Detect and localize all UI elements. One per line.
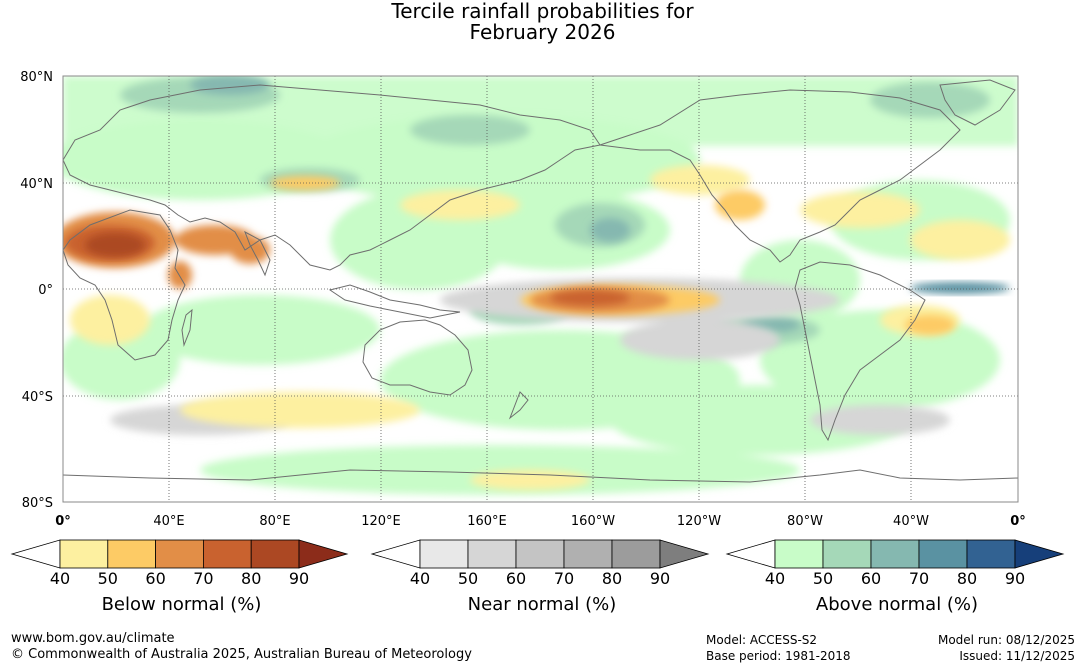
coastline-antarctica: [63, 469, 1018, 483]
legend-tick-label: 60: [861, 569, 881, 588]
coastline-australia: [362, 319, 473, 396]
footer-issued: Issued: 11/12/2025: [959, 649, 1075, 663]
latitude-label: 40°S: [22, 390, 53, 405]
legend-title: Below normal (%): [102, 594, 262, 615]
legend-color-box: [870, 539, 920, 569]
legend-tick-label: 60: [506, 569, 526, 588]
legend-color-box: [515, 539, 565, 569]
legend-min-triangle: [725, 539, 776, 569]
longitude-label: 40°E: [153, 514, 184, 529]
legend-max-triangle: [659, 539, 710, 569]
legend-tick-label: 90: [650, 569, 670, 588]
coastline-greenland: [939, 79, 1016, 126]
longitude-label: 120°E: [361, 514, 401, 529]
legend-color-box: [419, 539, 469, 569]
map-border: [62, 75, 1019, 503]
coastline-eurasia: [63, 84, 601, 271]
coastline-africa: [63, 209, 186, 361]
latitude-label: 80°S: [22, 496, 53, 511]
longitude-label: 160°W: [571, 514, 615, 529]
coastline-madagascar: [181, 308, 193, 347]
legend-tick-label: 50: [98, 569, 118, 588]
legend-tick-label: 50: [458, 569, 478, 588]
footer-base-period: Base period: 1981-2018: [706, 649, 851, 663]
legend-tick-label: 40: [410, 569, 430, 588]
latitude-label: 80°N: [20, 70, 53, 85]
probability-field: [63, 76, 1018, 495]
legend-tick-label: 60: [145, 569, 165, 588]
footer-url: www.bom.gov.au/climate: [11, 631, 175, 646]
latitude-labels: 80°N 40°N 0° 40°S 80°S: [20, 70, 53, 511]
legend-color-box: [59, 539, 109, 569]
longitude-label: 120°W: [677, 514, 721, 529]
latitude-label: 0°: [38, 283, 53, 298]
legend-3: 40 50 60 70 80 90 Above normal (%): [725, 539, 1065, 615]
legend-color-box: [966, 539, 1016, 569]
legend-color-box: [467, 539, 517, 569]
graticule: [63, 76, 1018, 502]
legend-max-triangle: [1014, 539, 1065, 569]
legend-min-triangle: [10, 539, 61, 569]
longitude-label: 40°W: [893, 514, 929, 529]
longitude-label: 160°E: [467, 514, 507, 529]
legend-color-box: [155, 539, 204, 569]
longitude-label: 80°E: [259, 514, 290, 529]
legend-tick-label: 40: [50, 569, 70, 588]
footer-model-run: Model run: 08/12/2025: [937, 633, 1075, 647]
coastline-south-america: [794, 261, 926, 442]
legend-tick-label: 90: [289, 569, 309, 588]
longitude-label: 80°W: [787, 514, 823, 529]
legend-color-box: [611, 539, 661, 569]
map-title-line-1: Tercile rainfall probabilities for: [391, 0, 694, 23]
coastline-indonesia: [328, 284, 461, 319]
legend-tick-label: 40: [765, 569, 785, 588]
longitude-labels: 0° 40°E 80°E 120°E 160°E 160°W 120°W 80°W 40°W 0°: [55, 514, 1026, 529]
coastline-north-america: [599, 89, 961, 263]
legend-tick-label: 80: [241, 569, 261, 588]
legend-tick-label: 90: [1005, 569, 1025, 588]
legend-tick-label: 70: [554, 569, 574, 588]
legend-tick-label: 70: [193, 569, 213, 588]
legend-title: Near normal (%): [468, 594, 617, 615]
map-title-line-2: February 2026: [469, 20, 616, 44]
legend-tick-label: 80: [602, 569, 622, 588]
longitude-label: 0°: [55, 514, 71, 529]
legend-color-box: [822, 539, 872, 569]
legend-color-box: [202, 539, 252, 569]
coastlines: [63, 79, 1018, 483]
footer-model: Model: ACCESS-S2: [706, 633, 818, 647]
legend-color-box: [250, 539, 300, 569]
latitude-label: 40°N: [20, 177, 53, 192]
legend-tick-label: 80: [957, 569, 977, 588]
coastline-new-zealand: [508, 391, 529, 420]
legend-title: Above normal (%): [816, 594, 978, 615]
legend-min-triangle: [370, 539, 421, 569]
legend-tick-label: 50: [813, 569, 833, 588]
legend-max-triangle: [298, 539, 349, 569]
legend-color-box: [107, 539, 157, 569]
legend-2: 40 50 60 70 80 90 Near normal (%): [370, 539, 710, 615]
legend-color-box: [774, 539, 824, 569]
legend-color-box: [918, 539, 968, 569]
longitude-label: 0°: [1010, 514, 1026, 529]
footer-copyright: © Commonwealth of Australia 2025, Austra…: [11, 647, 472, 662]
legend-1: 40 50 60 70 80 90 Below normal (%): [10, 539, 349, 615]
legend-color-box: [563, 539, 613, 569]
legends: 40 50 60 70 80 90 Below normal (%) 40 50 60 70 80 90…: [10, 539, 1065, 615]
coastline-india: [244, 230, 271, 277]
legend-tick-label: 70: [909, 569, 929, 588]
